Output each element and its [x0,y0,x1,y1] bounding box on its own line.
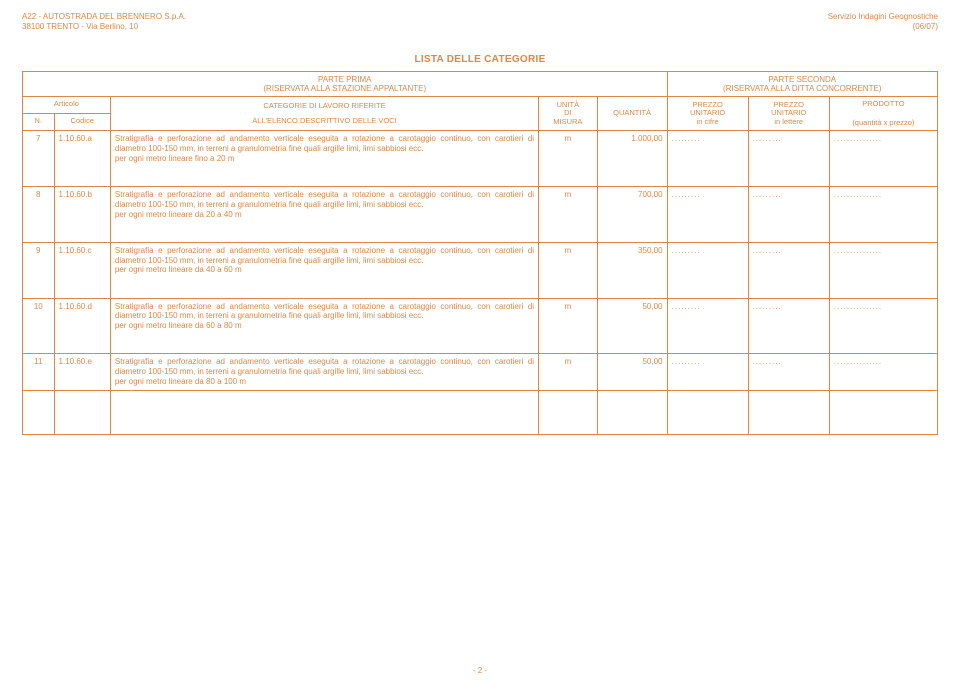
elenco-label: ALL'ELENCO DESCRITTIVO DELLE VOCI [115,117,534,126]
company-line1: A22 - AUTOSTRADA DEL BRENNERO S.p.A. [22,12,186,22]
cell-desc: Stratigrafia e perforazione ad andamento… [110,187,538,223]
cell-price-lettere: ......... [748,298,829,334]
cell-desc: Stratigrafia e perforazione ad andamento… [110,242,538,278]
misura-label: MISURA [543,118,593,127]
cell-n: 7 [23,131,55,167]
header-parte-prima: PARTE PRIMA (RISERVATA ALLA STAZIONE APP… [23,72,668,97]
in-cifre-label: in cifre [672,118,744,127]
cell-price-lettere: ......... [748,242,829,278]
cell-um: m [539,131,598,167]
spacer-row [23,222,938,232]
empty-row [23,390,938,434]
company-line2: 38100 TRENTO - Via Berlino, 10 [22,22,186,32]
cell-n: 10 [23,298,55,334]
cell-price-cifre: ......... [667,187,748,223]
spacer-row [23,334,938,344]
cell-qty: 700,00 [597,187,667,223]
in-lettere-label: in lettere [753,118,825,127]
th-prezzo-cifre: PREZZO UNITARIO in cifre [667,97,748,131]
prodotto-label: PRODOTTO [834,100,933,109]
cell-qty: 50,00 [597,298,667,334]
th-quantita: QUANTITÀ [597,97,667,131]
th-prezzo-lettere: PREZZO UNITARIO in lettere [748,97,829,131]
page-footer: - 2 - [0,666,960,675]
cell-n: 9 [23,242,55,278]
spacer-row [23,167,938,177]
spacer-row [23,177,938,187]
cell-prodotto: ............... [829,242,937,278]
cell-prodotto: ............... [829,131,937,167]
qxp-label: (quantità x prezzo) [834,119,933,128]
header-right: Servizio Indagini Geognostiche (06/07) [828,12,938,32]
table-row: 91.10.60.cStratigrafia e perforazione ad… [23,242,938,278]
cell-n: 8 [23,187,55,223]
cell-price-lettere: ......... [748,187,829,223]
categorie-label: CATEGORIE DI LAVORO RIFERITE [115,102,534,111]
cell-code: 1.10.60.c [54,242,110,278]
parte-seconda-sub: (RISERVATA ALLA DITTA CONCORRENTE) [672,84,933,93]
cell-price-lettere: ......... [748,354,829,390]
cell-code: 1.10.60.b [54,187,110,223]
table-row: 81.10.60.bStratigrafia e perforazione ad… [23,187,938,223]
cell-qty: 50,00 [597,354,667,390]
spacer-row [23,278,938,288]
parte-seconda-label: PARTE SECONDA [672,75,933,84]
th-n: N. [23,114,55,131]
cell-code: 1.10.60.d [54,298,110,334]
cell-qty: 1.000,00 [597,131,667,167]
cell-qty: 350,00 [597,242,667,278]
cell-price-cifre: ......... [667,354,748,390]
spacer-row [23,344,938,354]
header-left: A22 - AUTOSTRADA DEL BRENNERO S.p.A. 381… [22,12,186,32]
cell-n: 11 [23,354,55,390]
cell-um: m [539,298,598,334]
cell-prodotto: ............... [829,298,937,334]
cell-desc: Stratigrafia e perforazione ad andamento… [110,131,538,167]
cell-prodotto: ............... [829,354,937,390]
spacer-row [23,288,938,298]
header-parte-seconda: PARTE SECONDA (RISERVATA ALLA DITTA CONC… [667,72,937,97]
th-unita: UNITÀ DI MISURA [539,97,598,131]
page-header: A22 - AUTOSTRADA DEL BRENNERO S.p.A. 381… [22,12,938,32]
header-right-line2: (06/07) [828,22,938,32]
cell-code: 1.10.60.e [54,354,110,390]
cell-desc: Stratigrafia e perforazione ad andamento… [110,298,538,334]
th-prodotto: PRODOTTO (quantità x prezzo) [829,97,937,131]
th-categorie: CATEGORIE DI LAVORO RIFERITE ALL'ELENCO … [110,97,538,131]
parte-prima-label: PARTE PRIMA [27,75,663,84]
th-codice: Codice [54,114,110,131]
th-articolo: Articolo [23,97,111,114]
cell-um: m [539,242,598,278]
articolo-label: Articolo [27,100,106,109]
parte-prima-sub: (RISERVATA ALLA STAZIONE APPALTANTE) [27,84,663,93]
categories-table: PARTE PRIMA (RISERVATA ALLA STAZIONE APP… [22,71,938,435]
cell-price-cifre: ......... [667,131,748,167]
cell-desc: Stratigrafia e perforazione ad andamento… [110,354,538,390]
cell-um: m [539,187,598,223]
cell-prodotto: ............... [829,187,937,223]
cell-price-cifre: ......... [667,242,748,278]
header-right-line1: Servizio Indagini Geognostiche [828,12,938,22]
table-row: 101.10.60.dStratigrafia e perforazione a… [23,298,938,334]
cell-code: 1.10.60.a [54,131,110,167]
cell-price-lettere: ......... [748,131,829,167]
spacer-row [23,232,938,242]
cell-um: m [539,354,598,390]
page-title: LISTA DELLE CATEGORIE [22,54,938,65]
cell-price-cifre: ......... [667,298,748,334]
table-row: 111.10.60.eStratigrafia e perforazione a… [23,354,938,390]
table-row: 71.10.60.aStratigrafia e perforazione ad… [23,131,938,167]
